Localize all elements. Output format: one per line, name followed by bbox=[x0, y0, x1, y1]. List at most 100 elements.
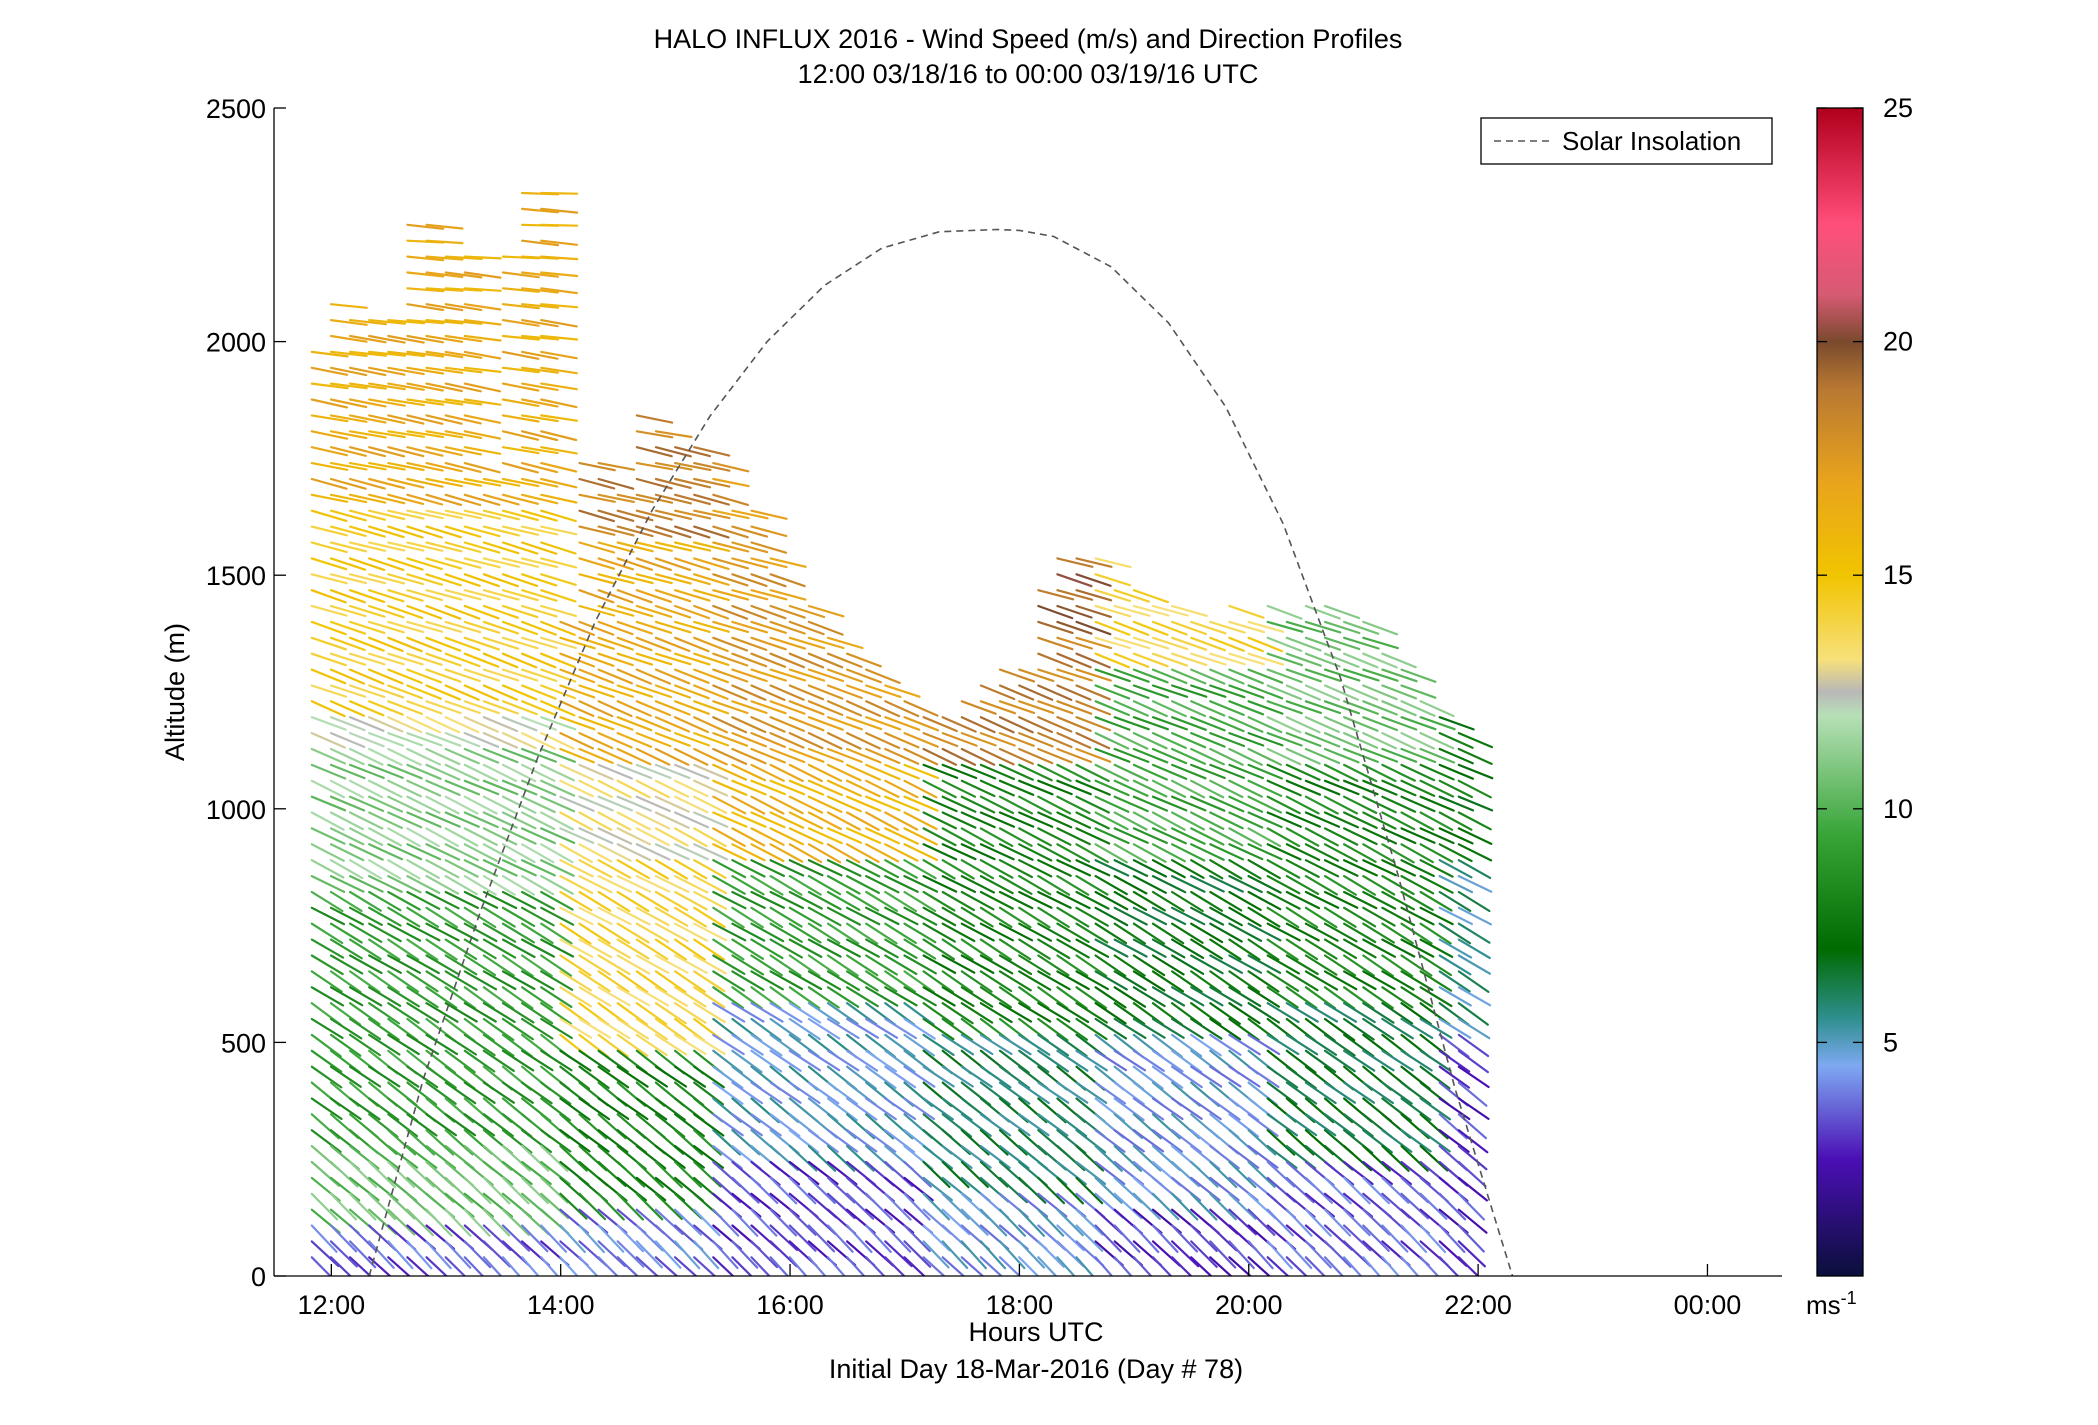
wind-barb bbox=[635, 716, 672, 733]
wind-barb bbox=[960, 731, 997, 747]
wind-barb bbox=[520, 382, 559, 391]
wind-barb bbox=[979, 684, 1016, 701]
wind-barb bbox=[1457, 1224, 1485, 1253]
wind-barb bbox=[425, 525, 462, 539]
wind-barb bbox=[1362, 700, 1398, 716]
wind-barb bbox=[1037, 779, 1073, 796]
wind-barb bbox=[1323, 1113, 1356, 1137]
wind-barb bbox=[1170, 859, 1205, 879]
wind-barb bbox=[387, 366, 425, 376]
wind-barb bbox=[845, 827, 882, 845]
wind-barb bbox=[349, 938, 382, 961]
wind-barb bbox=[712, 636, 749, 652]
wind-barb bbox=[387, 414, 425, 425]
wind-barb bbox=[960, 827, 995, 848]
wind-barb bbox=[349, 604, 386, 618]
wind-barb bbox=[693, 541, 731, 553]
wind-barb bbox=[807, 731, 843, 750]
wind-barb bbox=[693, 716, 729, 734]
wind-barb bbox=[1285, 922, 1320, 942]
wind-barb bbox=[693, 652, 730, 667]
wind-barb bbox=[1209, 763, 1246, 780]
wind-barb bbox=[482, 795, 518, 815]
wind-barb bbox=[673, 874, 709, 894]
wind-barb bbox=[635, 906, 670, 927]
wind-barb bbox=[1094, 620, 1131, 636]
wind-barb bbox=[1094, 970, 1128, 991]
wind-barb bbox=[693, 557, 730, 571]
wind-barb bbox=[903, 1017, 936, 1040]
wind-barb bbox=[597, 811, 632, 831]
wind-barb bbox=[616, 795, 653, 812]
wind-barb bbox=[788, 811, 824, 830]
wind-barb bbox=[826, 747, 863, 764]
wind-barb bbox=[1170, 604, 1208, 617]
wind-barb bbox=[387, 1129, 417, 1156]
wind-barb bbox=[1190, 938, 1223, 960]
wind-barb bbox=[1018, 684, 1054, 701]
wind-barb bbox=[616, 986, 651, 1007]
wind-barb bbox=[520, 779, 557, 797]
wind-barb bbox=[501, 938, 536, 959]
wind-barb bbox=[845, 1192, 875, 1220]
wind-barb bbox=[1247, 874, 1282, 894]
wind-barb bbox=[1342, 731, 1379, 749]
wind-barb bbox=[826, 938, 861, 958]
wind-barb bbox=[406, 700, 443, 715]
wind-barb bbox=[387, 589, 424, 602]
wind-barb bbox=[979, 890, 1014, 910]
wind-barb bbox=[444, 859, 479, 878]
wind-barb bbox=[482, 986, 515, 1010]
wind-barb bbox=[310, 1224, 338, 1253]
wind-barb bbox=[712, 954, 746, 975]
wind-barb bbox=[1285, 827, 1320, 847]
wind-barb bbox=[425, 859, 460, 879]
wind-barb bbox=[501, 271, 540, 279]
wind-barb bbox=[444, 970, 478, 991]
wind-barb bbox=[922, 731, 959, 748]
wind-barb bbox=[349, 557, 386, 572]
wind-barb bbox=[807, 1176, 836, 1205]
wind-barb bbox=[310, 731, 346, 749]
wind-barb bbox=[1018, 986, 1050, 1010]
wind-barb bbox=[769, 652, 806, 669]
wind-barb bbox=[349, 1033, 381, 1057]
wind-barb bbox=[1151, 1017, 1185, 1039]
wind-barb bbox=[788, 1129, 820, 1154]
wind-barb bbox=[1285, 1113, 1318, 1137]
wind-barb bbox=[540, 986, 573, 1009]
wind-barb bbox=[540, 493, 578, 504]
wind-barb bbox=[1362, 1256, 1382, 1276]
wind-barb bbox=[1228, 636, 1265, 653]
wind-barb bbox=[444, 477, 483, 487]
wind-barb bbox=[349, 652, 386, 666]
wind-barb bbox=[1304, 922, 1339, 942]
wind-barb bbox=[635, 874, 671, 893]
wind-barb bbox=[1037, 1033, 1070, 1057]
wind-barb bbox=[1170, 1240, 1200, 1268]
wind-barb bbox=[1094, 1129, 1126, 1153]
wind-barb bbox=[788, 1144, 818, 1172]
wind-barb bbox=[578, 779, 613, 798]
wind-barb bbox=[425, 477, 463, 488]
wind-barb bbox=[1400, 843, 1434, 864]
wind-barb bbox=[750, 954, 783, 977]
wind-barb bbox=[1018, 859, 1053, 878]
wind-barb bbox=[329, 986, 364, 1007]
wind-barb bbox=[1247, 1208, 1276, 1236]
wind-barb bbox=[635, 970, 668, 994]
wind-barb bbox=[406, 557, 443, 571]
wind-barb bbox=[750, 620, 787, 634]
wind-barb bbox=[1094, 1224, 1122, 1253]
wind-barb bbox=[540, 700, 576, 717]
wind-barb bbox=[406, 525, 443, 539]
wind-barb bbox=[501, 636, 539, 650]
wind-barb bbox=[979, 700, 1017, 715]
wind-barb bbox=[922, 843, 958, 861]
wind-barb bbox=[463, 493, 501, 506]
wind-barb bbox=[310, 827, 346, 845]
wind-barb bbox=[769, 684, 805, 701]
wind-barb bbox=[903, 700, 939, 717]
wind-barb bbox=[979, 954, 1014, 975]
wind-barb bbox=[425, 874, 460, 895]
